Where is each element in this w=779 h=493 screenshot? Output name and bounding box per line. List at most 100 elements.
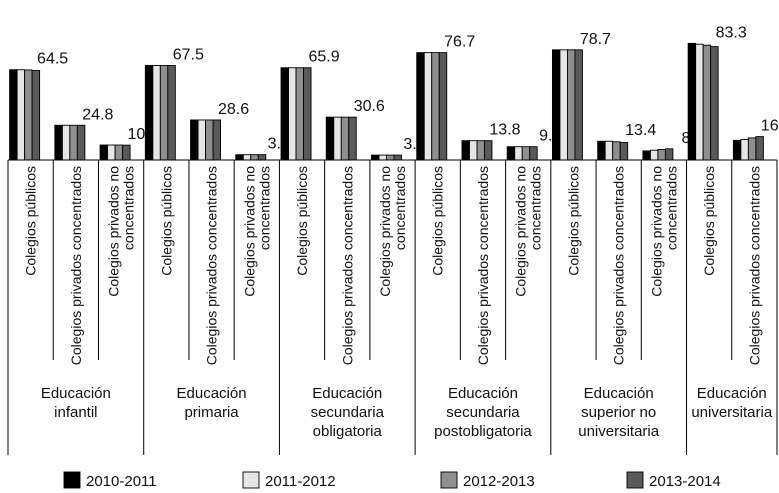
data-label: 78.7 [580, 31, 611, 48]
bar [288, 67, 297, 161]
category-label: Colegios privados concentrados [475, 166, 491, 365]
bar [333, 116, 342, 161]
data-label: 16.7 [761, 118, 779, 135]
legend-label: 2013-2014 [649, 473, 721, 490]
group-label: Educación primaria [177, 385, 247, 421]
bar [664, 148, 674, 161]
bar [657, 149, 666, 161]
bar [295, 67, 304, 161]
bar [16, 69, 26, 161]
group-label: Educación superior no universitaria [578, 385, 660, 440]
bar [476, 140, 485, 161]
data-label: 67.5 [173, 47, 204, 64]
bar [205, 119, 214, 161]
bar [695, 43, 704, 161]
bar [114, 144, 124, 161]
category-label: Colegios públicos [23, 166, 39, 276]
bar [152, 65, 161, 161]
category-label: Colegios públicos [565, 166, 581, 276]
legend-label: 2012-2013 [463, 473, 535, 490]
bar [325, 116, 335, 161]
bar [31, 69, 41, 161]
bar [732, 139, 742, 161]
data-label: 28.6 [218, 101, 249, 118]
bar [24, 69, 33, 161]
category-label: Colegios privados noconcentrados [241, 166, 272, 297]
bar [190, 119, 199, 161]
bar [280, 67, 289, 161]
bar [461, 140, 470, 161]
data-label: 76.7 [444, 34, 475, 51]
category-label: Colegios públicos [430, 166, 446, 276]
bar [423, 52, 433, 161]
bar [371, 154, 380, 161]
bar [144, 65, 154, 161]
legend-label: 2010-2011 [86, 473, 157, 490]
bar [438, 52, 448, 161]
bar [514, 146, 523, 161]
group-label: Educación secundaria obligatoria [311, 385, 385, 440]
category-label: Colegios privados noconcentrados [106, 166, 137, 297]
category-label: Colegios privados concentrados [339, 166, 355, 365]
bar [604, 140, 614, 161]
data-label: 65.9 [308, 49, 339, 66]
bar [303, 67, 312, 161]
group-label: Educación universitaria [691, 385, 773, 421]
group-label: Educación infantil [41, 385, 111, 421]
category-label: Colegios privados noconcentrados [377, 166, 408, 297]
bar [386, 154, 395, 161]
bar [612, 141, 621, 161]
legend-swatch [242, 471, 260, 489]
bar [122, 144, 131, 161]
bar [755, 136, 764, 161]
data-label: 64.5 [37, 51, 68, 68]
bar [740, 138, 749, 161]
group-label: Educación secundaria postobligatoria [434, 385, 532, 440]
bar [348, 116, 357, 161]
bar [506, 146, 516, 161]
bar [61, 124, 71, 161]
legend-swatch [440, 471, 458, 489]
bar [484, 140, 493, 161]
bar [431, 52, 440, 161]
bar [416, 52, 425, 161]
bar [469, 140, 478, 161]
bar [242, 154, 252, 161]
bar [378, 154, 387, 161]
bar [642, 150, 651, 161]
category-label: Colegios privados concentrados [68, 166, 84, 365]
legend-swatch [626, 471, 644, 489]
category-label: Colegios privados concentrados [746, 166, 762, 365]
category-label: Colegios públicos [158, 166, 174, 276]
bar [619, 142, 629, 161]
legend-swatch [63, 471, 81, 489]
bar [212, 119, 222, 161]
category-label: Colegios públicos [701, 166, 717, 276]
data-label: 24.8 [82, 106, 113, 123]
bar [710, 46, 719, 161]
category-label: Colegios privados concentrados [204, 166, 220, 365]
bar [702, 44, 712, 161]
bar [159, 65, 169, 161]
bar [551, 49, 561, 161]
data-label: 83.3 [716, 24, 747, 41]
bar [574, 49, 583, 161]
category-label: Colegios privados noconcentrados [648, 166, 679, 297]
bar [747, 137, 757, 161]
bar [566, 49, 576, 161]
bar [250, 154, 259, 161]
data-label: 13.8 [489, 122, 520, 139]
bar [76, 124, 86, 161]
data-label: 13.4 [625, 122, 656, 139]
bar [687, 42, 697, 161]
bar [235, 154, 244, 161]
bar [559, 49, 568, 161]
bar [649, 149, 659, 161]
data-label: 8 [681, 130, 690, 147]
bar [54, 124, 63, 161]
bar [521, 146, 531, 161]
legend-label: 2011-2012 [265, 473, 336, 490]
bar [257, 154, 267, 161]
category-label: Colegios privados noconcentrados [513, 166, 544, 297]
bar [529, 146, 538, 161]
